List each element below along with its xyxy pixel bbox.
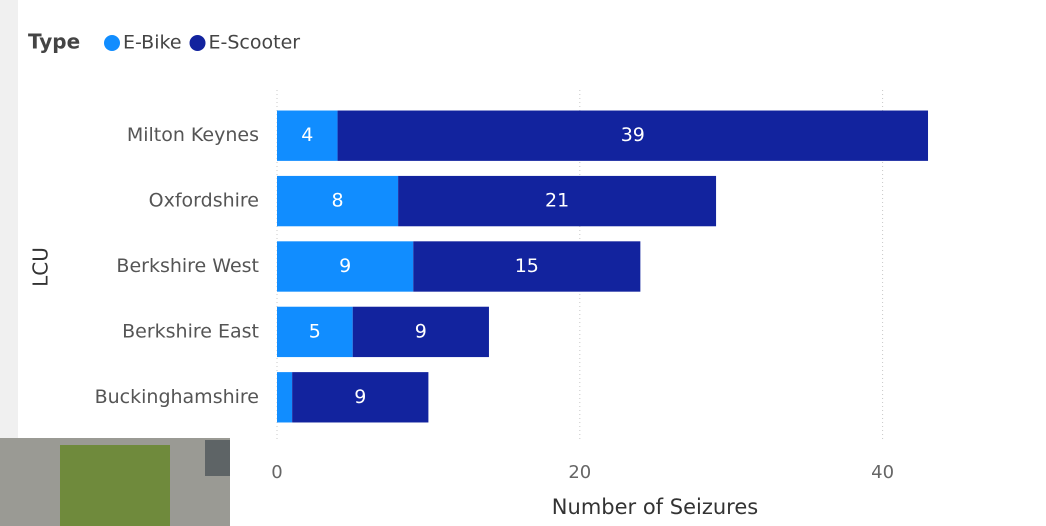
data-label: 15	[515, 255, 539, 277]
data-label: 39	[621, 124, 645, 146]
bar-segment	[277, 306, 353, 358]
data-label: 5	[309, 320, 321, 342]
bar-segment	[277, 241, 414, 292]
photo-window	[205, 440, 230, 476]
data-label: 9	[354, 386, 366, 408]
legend-label: E-Bike	[123, 32, 182, 54]
bar-segment	[277, 372, 293, 423]
bar-segment	[277, 110, 338, 161]
legend-marker	[104, 35, 120, 51]
legend-marker	[189, 35, 206, 51]
bar-segment	[352, 306, 489, 358]
y-axis-title: LCU	[29, 247, 53, 287]
bar-segment	[277, 175, 399, 227]
legend-title: Type	[28, 30, 80, 54]
data-label: 9	[415, 320, 427, 342]
bar-segment	[398, 175, 717, 227]
x-tick-label: 20	[568, 462, 591, 483]
x-axis-title: Number of Seizures	[552, 495, 758, 519]
y-tick-label: Milton Keynes	[127, 124, 259, 146]
x-tick-label: 40	[871, 462, 894, 483]
y-tick-label: Oxfordshire	[149, 190, 259, 212]
y-tick-label: Berkshire East	[122, 320, 259, 342]
y-tick-label: Berkshire West	[116, 255, 259, 277]
data-label: 8	[332, 190, 344, 212]
bar-segment	[413, 241, 641, 292]
photo-thumbnail	[0, 438, 230, 526]
data-label: 9	[339, 255, 351, 277]
bar-segment	[337, 110, 929, 161]
y-tick-label: Buckinghamshire	[95, 386, 259, 408]
bar-segment	[292, 372, 429, 423]
photo-tree	[60, 445, 170, 526]
legend-label: E-Scooter	[209, 32, 301, 54]
data-label: 21	[545, 190, 569, 212]
data-label: 4	[301, 124, 313, 146]
x-tick-label: 0	[271, 462, 282, 483]
